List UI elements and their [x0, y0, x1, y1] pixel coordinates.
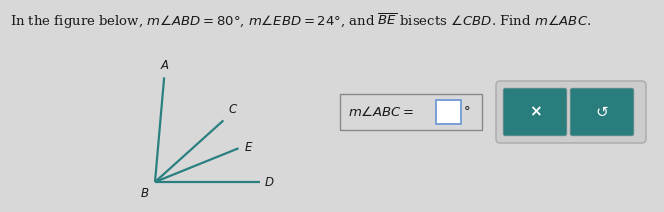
FancyBboxPatch shape — [503, 88, 567, 136]
FancyBboxPatch shape — [340, 94, 482, 130]
Text: D: D — [265, 176, 274, 188]
Text: ×: × — [529, 105, 541, 120]
Text: B: B — [141, 187, 149, 200]
Text: C: C — [228, 103, 236, 116]
Text: E: E — [244, 141, 252, 154]
Text: ↺: ↺ — [596, 105, 608, 120]
FancyBboxPatch shape — [496, 81, 646, 143]
FancyBboxPatch shape — [570, 88, 634, 136]
Text: In the figure below, $m\angle ABD = 80°$, $m\angle EBD = 24°$, and $\overline{BE: In the figure below, $m\angle ABD = 80°$… — [10, 12, 591, 31]
Text: $m\angle ABC =$: $m\angle ABC =$ — [348, 105, 414, 119]
Text: A: A — [160, 59, 168, 73]
Text: °: ° — [464, 106, 471, 119]
FancyBboxPatch shape — [436, 100, 461, 124]
